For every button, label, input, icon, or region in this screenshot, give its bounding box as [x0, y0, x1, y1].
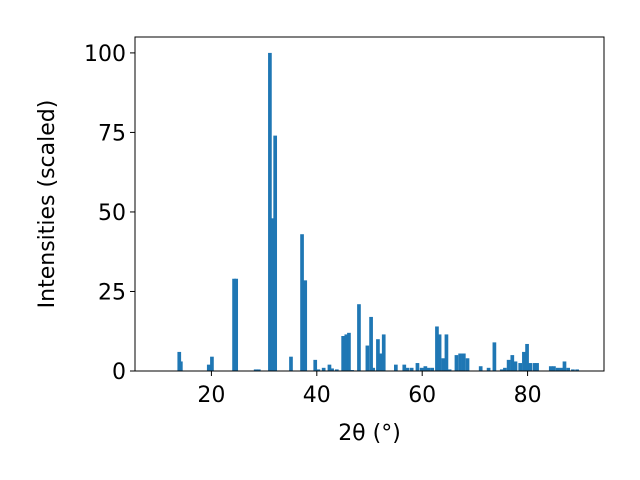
bar: [522, 351, 526, 371]
bar: [528, 363, 533, 371]
bar: [575, 369, 579, 371]
y-tick-label: 100: [84, 42, 126, 67]
bar: [179, 361, 183, 371]
bar: [503, 367, 507, 371]
bar: [365, 345, 370, 371]
bar: [268, 52, 272, 372]
bar: [344, 334, 349, 371]
bar: [381, 334, 386, 371]
y-tick-label: 75: [98, 121, 126, 146]
bar: [562, 361, 567, 371]
y-tick-label: 50: [98, 201, 126, 226]
bar: [499, 369, 504, 371]
y-tick-label: 25: [98, 280, 126, 305]
bar: [486, 367, 491, 371]
bar: [423, 366, 428, 371]
bar: [430, 367, 435, 371]
bar: [376, 339, 380, 371]
x-tick-label: 60: [408, 383, 436, 408]
plot-area-frame: [134, 36, 605, 372]
bar: [444, 334, 449, 371]
bar: [454, 355, 459, 371]
bar: [506, 359, 511, 371]
bar: [461, 353, 466, 371]
bar: [303, 280, 308, 371]
x-tick-label: 20: [197, 383, 225, 408]
bar: [405, 367, 410, 371]
bar: [478, 366, 483, 371]
bar: [447, 369, 452, 371]
bar: [525, 343, 529, 371]
bar: [316, 369, 321, 371]
bar: [510, 355, 515, 371]
bar: [232, 278, 236, 371]
bar: [371, 367, 376, 371]
bar: [559, 367, 564, 371]
bar: [492, 342, 497, 371]
bar: [437, 334, 442, 371]
bar: [555, 367, 560, 371]
bar: [426, 367, 431, 371]
bar: [341, 336, 345, 371]
bar: [300, 234, 304, 371]
y-axis-ticks: 0 25 50 75 100: [84, 42, 135, 385]
y-tick-label: 0: [112, 360, 126, 385]
bar: [415, 363, 420, 371]
bar: [330, 368, 334, 371]
bar: [357, 304, 361, 371]
x-axis-ticks: 20 40 60 80: [197, 371, 542, 408]
bar: [552, 366, 556, 371]
bar: [394, 364, 398, 371]
bar: [465, 358, 470, 371]
bar: [458, 353, 462, 371]
x-tick-label: 80: [514, 383, 542, 408]
bar: [321, 367, 326, 371]
x-tick-label: 40: [303, 383, 331, 408]
y-axis-label: Intensities (scaled): [35, 100, 60, 309]
x-axis-label: 2θ (°): [338, 421, 401, 446]
bar: [334, 369, 339, 371]
bar: [210, 356, 214, 371]
bar: [369, 316, 373, 371]
bar: [518, 363, 523, 371]
bar: [513, 361, 518, 371]
bar: [273, 135, 278, 371]
bar: [270, 218, 274, 371]
bar: [402, 364, 407, 371]
bar: [234, 278, 239, 371]
bar: [347, 332, 351, 371]
bar: [253, 369, 258, 371]
bar: [566, 367, 571, 371]
bar: [419, 367, 424, 371]
bar: [327, 364, 332, 371]
bar: [409, 367, 414, 371]
bar: [571, 369, 575, 371]
bars-layer: [177, 52, 579, 372]
bar: [289, 356, 293, 371]
bar: [256, 369, 261, 371]
bar: [535, 363, 539, 371]
bar: [441, 358, 446, 371]
bar: [313, 359, 318, 371]
bar: [378, 353, 383, 371]
bar: [548, 366, 553, 371]
bar: [435, 326, 439, 371]
bar: [206, 364, 211, 371]
bar: [532, 363, 537, 371]
